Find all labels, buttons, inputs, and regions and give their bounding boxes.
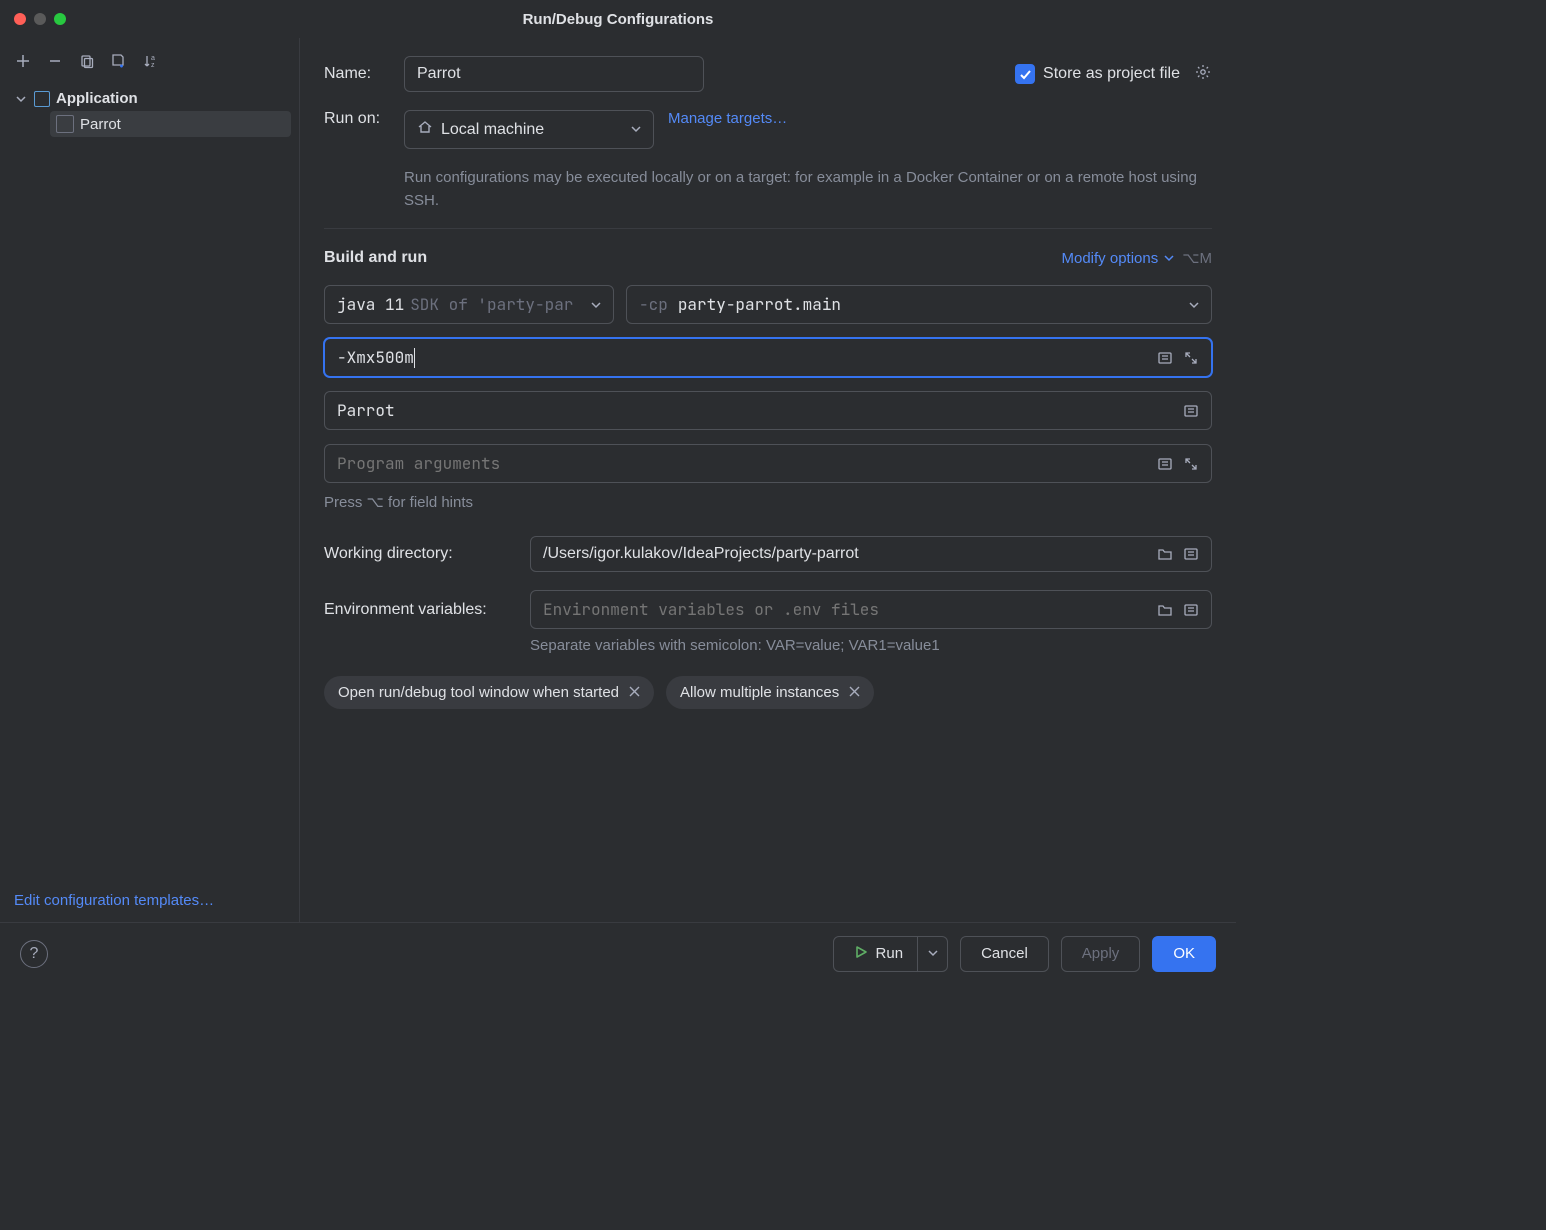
option-chips: Open run/debug tool window when started … <box>324 676 1212 709</box>
classpath-select[interactable]: -cp party-parrot.main <box>626 285 1212 324</box>
chip-label: Open run/debug tool window when started <box>338 684 619 701</box>
program-args-input[interactable] <box>337 453 1157 474</box>
home-icon <box>417 119 433 140</box>
run-label: Run <box>876 945 904 962</box>
close-icon[interactable] <box>849 684 860 701</box>
sdk-select[interactable]: java 11 SDK of 'party-par <box>324 285 614 324</box>
copy-config-button[interactable] <box>74 48 100 74</box>
chevron-down-icon <box>1189 294 1199 315</box>
divider <box>324 228 1212 229</box>
run-on-label: Run on: <box>324 110 390 128</box>
tree-label-application: Application <box>56 90 138 107</box>
chevron-down-icon <box>591 294 601 315</box>
window-title: Run/Debug Configurations <box>0 11 1236 28</box>
chevron-down-icon <box>928 945 938 963</box>
sidebar-toolbar: az <box>0 38 299 82</box>
chevron-down-icon <box>631 121 641 139</box>
chip-label: Allow multiple instances <box>680 684 839 701</box>
cp-flag: -cp <box>639 294 668 315</box>
run-config-icon <box>56 115 74 133</box>
cancel-button[interactable]: Cancel <box>960 936 1049 972</box>
modify-shortcut: ⌥M <box>1182 249 1212 267</box>
working-dir-value: /Users/igor.kulakov/IdeaProjects/party-p… <box>543 545 859 563</box>
run-dropdown-button[interactable] <box>918 936 948 972</box>
env-vars-hint: Separate variables with semicolon: VAR=v… <box>530 637 1212 654</box>
env-vars-input[interactable] <box>543 599 1157 620</box>
run-on-hint: Run configurations may be executed local… <box>404 167 1212 212</box>
apply-button[interactable]: Apply <box>1061 936 1141 972</box>
env-vars-label: Environment variables: <box>324 601 514 619</box>
sort-config-button[interactable]: az <box>138 48 164 74</box>
remove-config-button[interactable] <box>42 48 68 74</box>
run-on-select[interactable]: Local machine <box>404 110 654 149</box>
history-icon[interactable] <box>1183 602 1199 618</box>
tree-label-parrot: Parrot <box>80 116 121 133</box>
checkbox-checked-icon <box>1015 64 1035 84</box>
expand-icon[interactable] <box>1183 456 1199 472</box>
application-icon <box>34 91 50 107</box>
titlebar: Run/Debug Configurations <box>0 0 1236 38</box>
modify-options-link[interactable]: Modify options <box>1062 250 1175 267</box>
vm-options-value: -Xmx500m <box>337 347 414 368</box>
sdk-name: java 11 <box>337 294 404 315</box>
env-vars-field[interactable] <box>530 590 1212 629</box>
svg-text:z: z <box>151 62 155 69</box>
main-class-field[interactable]: Parrot <box>324 391 1212 430</box>
folder-icon[interactable] <box>1157 602 1173 618</box>
text-cursor <box>414 348 415 368</box>
vm-options-field[interactable]: -Xmx500m <box>324 338 1212 377</box>
store-label: Store as project file <box>1043 65 1180 83</box>
run-on-value: Local machine <box>441 121 544 139</box>
history-icon[interactable] <box>1157 456 1173 472</box>
history-icon[interactable] <box>1157 350 1173 366</box>
build-section-title: Build and run <box>324 249 427 267</box>
cp-value: party-parrot.main <box>678 294 841 315</box>
tree-node-parrot[interactable]: Parrot <box>50 111 291 137</box>
program-args-field[interactable] <box>324 444 1212 483</box>
main-class-value: Parrot <box>337 400 395 421</box>
history-icon[interactable] <box>1183 403 1199 419</box>
run-on-row: Run on: Local machine Manage targets… <box>324 110 1212 149</box>
play-icon <box>854 945 868 963</box>
config-tree: Application Parrot <box>0 82 299 880</box>
name-label: Name: <box>324 65 390 83</box>
field-hints-text: Press ⌥ for field hints <box>324 493 1212 512</box>
svg-text:a: a <box>151 55 155 62</box>
content: Name: Store as project file Run on: <box>300 38 1236 922</box>
ok-button[interactable]: OK <box>1152 936 1216 972</box>
build-section-header: Build and run Modify options ⌥M <box>324 249 1212 267</box>
working-dir-label: Working directory: <box>324 545 514 563</box>
help-button[interactable]: ? <box>20 940 48 968</box>
history-icon[interactable] <box>1183 546 1199 562</box>
dialog-footer: ? Run Cancel Apply OK <box>0 922 1236 984</box>
add-config-button[interactable] <box>10 48 36 74</box>
working-dir-field[interactable]: /Users/igor.kulakov/IdeaProjects/party-p… <box>530 536 1212 572</box>
close-icon[interactable] <box>629 684 640 701</box>
folder-icon[interactable] <box>1157 546 1173 562</box>
run-button[interactable]: Run <box>833 936 919 972</box>
edit-templates-link[interactable]: Edit configuration templates… <box>14 892 214 909</box>
manage-targets-link[interactable]: Manage targets… <box>668 110 787 127</box>
name-input[interactable] <box>404 56 704 92</box>
sidebar: az Application Parrot Edit configuration… <box>0 38 300 922</box>
gear-icon[interactable] <box>1194 63 1212 86</box>
expand-icon[interactable] <box>1183 350 1199 366</box>
name-row: Name: Store as project file <box>324 56 1212 92</box>
sdk-module-hint: SDK of 'party-par <box>410 294 573 315</box>
sidebar-footer: Edit configuration templates… <box>0 880 299 922</box>
chip-open-toolwindow[interactable]: Open run/debug tool window when started <box>324 676 654 709</box>
save-config-button[interactable] <box>106 48 132 74</box>
run-button-group: Run <box>833 936 949 972</box>
chevron-down-icon <box>14 92 28 106</box>
tree-node-application[interactable]: Application <box>8 86 291 111</box>
chip-allow-multiple[interactable]: Allow multiple instances <box>666 676 874 709</box>
store-as-project-file[interactable]: Store as project file <box>1015 63 1212 86</box>
